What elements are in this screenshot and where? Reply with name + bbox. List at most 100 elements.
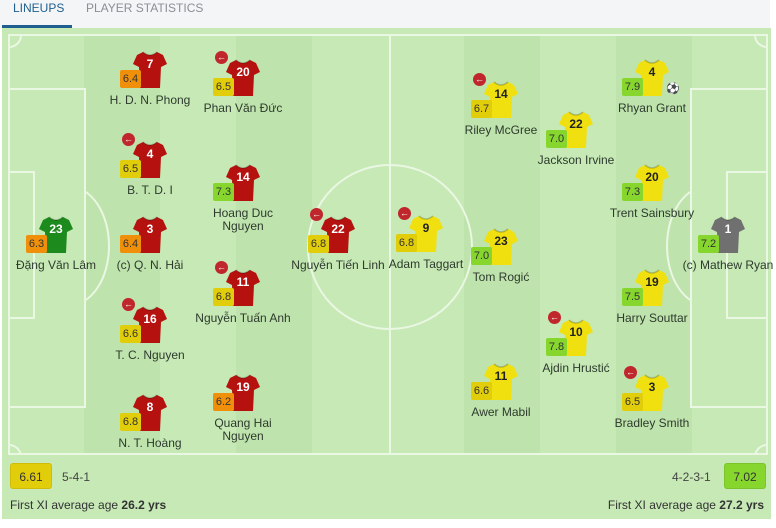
substituted-out-icon: ← xyxy=(122,298,135,311)
jersey-icon xyxy=(484,227,518,267)
player-rating: 6.8 xyxy=(213,288,234,306)
jersey-icon xyxy=(226,268,260,308)
player-name: Riley McGree xyxy=(464,123,538,137)
player-name: Trent Sainsbury xyxy=(609,206,695,220)
player-name: (c) Q. N. Hải xyxy=(116,258,184,272)
substituted-out-icon: ← xyxy=(310,208,323,221)
away-team-rating: 7.02 xyxy=(724,463,766,489)
home-formation: 5-4-1 xyxy=(62,470,91,484)
jersey-number: 8 xyxy=(146,400,154,414)
jersey-number: 19 xyxy=(645,275,659,289)
jersey-number: 16 xyxy=(143,312,157,326)
jersey-number: 10 xyxy=(569,325,583,339)
jersey-number: 14 xyxy=(494,87,508,101)
jersey-number: 1 xyxy=(724,222,732,236)
jersey-icon xyxy=(635,58,669,98)
tab-player-statistics[interactable]: PLAYER STATISTICS xyxy=(86,1,204,15)
jersey-number: 14 xyxy=(236,170,250,184)
player-rating: 7.2 xyxy=(698,235,719,253)
player-rating: 6.3 xyxy=(26,235,47,253)
jersey-icon xyxy=(559,318,593,358)
jersey-icon xyxy=(133,305,167,345)
player-rating: 7.8 xyxy=(546,338,567,356)
player-name: Awer Mabil xyxy=(471,405,531,419)
age-value: 26.2 yrs xyxy=(121,498,167,512)
jersey-number: 23 xyxy=(494,234,508,248)
age-label: First XI average age xyxy=(10,498,119,512)
player-rating: 6.8 xyxy=(308,235,329,253)
player-name: Adam Taggart xyxy=(388,257,464,271)
substituted-out-icon: ← xyxy=(624,366,637,379)
player-name: (c) Mathew Ryan xyxy=(682,258,774,272)
age-value: 27.2 yrs xyxy=(719,498,764,512)
player-rating: 7.3 xyxy=(213,183,234,201)
jersey-icon xyxy=(711,215,745,255)
substituted-out-icon: ← xyxy=(548,311,561,324)
jersey-icon xyxy=(321,215,355,255)
player-name: Harry Souttar xyxy=(616,311,688,325)
player-rating: 7.0 xyxy=(546,130,567,148)
player-name: Nguyễn Tiến Linh xyxy=(291,258,385,272)
away-formation: 4-2-3-1 xyxy=(672,470,711,484)
away-penalty-area xyxy=(690,88,766,408)
jersey-icon xyxy=(409,214,443,254)
jersey-icon xyxy=(133,140,167,180)
player-rating: 6.2 xyxy=(213,393,234,411)
player-name: Jackson Irvine xyxy=(537,153,615,167)
goal-ball-icon: ⚽ xyxy=(666,83,680,95)
player-name: N. T. Hoàng xyxy=(118,436,182,450)
jersey-icon xyxy=(133,215,167,255)
substituted-out-icon: ← xyxy=(473,73,486,86)
player-rating: 6.7 xyxy=(471,100,492,118)
jersey-number: 3 xyxy=(146,222,154,236)
corner-arc xyxy=(10,36,22,48)
jersey-number: 11 xyxy=(494,369,508,383)
jersey-icon xyxy=(39,215,73,255)
tab-bar: LINEUPS PLAYER STATISTICS xyxy=(0,0,770,28)
player-rating: 6.8 xyxy=(120,413,141,431)
player-name: Rhyan Grant xyxy=(617,101,687,115)
substituted-out-icon: ← xyxy=(122,133,135,146)
jersey-number: 4 xyxy=(146,147,154,161)
player-rating: 6.6 xyxy=(120,325,141,343)
active-tab-indicator xyxy=(2,25,72,28)
player-rating: 6.8 xyxy=(396,234,417,252)
home-team-rating: 6.61 xyxy=(10,463,52,489)
jersey-icon xyxy=(635,373,669,413)
jersey-number: 4 xyxy=(648,65,656,79)
away-average-age: First XI average age 27.2 yrs xyxy=(608,498,764,512)
jersey-number: 11 xyxy=(236,275,250,289)
jersey-number: 20 xyxy=(236,65,250,79)
jersey-number: 19 xyxy=(236,380,250,394)
jersey-icon xyxy=(226,373,260,413)
player-name: Hoang Duc Nguyen xyxy=(212,206,274,233)
jersey-icon xyxy=(484,80,518,120)
substituted-out-icon: ← xyxy=(398,207,411,220)
jersey-number: 22 xyxy=(331,222,345,236)
player-rating: 6.5 xyxy=(120,160,141,178)
player-rating: 6.4 xyxy=(120,235,141,253)
substituted-out-icon: ← xyxy=(215,261,228,274)
corner-arc xyxy=(754,444,766,453)
player-name: Quang Hai Nguyen xyxy=(214,416,272,443)
jersey-icon xyxy=(559,110,593,150)
player-name: H. D. N. Phong xyxy=(109,93,191,107)
age-label: First XI average age xyxy=(607,498,716,512)
player-name: T. C. Nguyen xyxy=(115,348,185,362)
home-penalty-area xyxy=(10,88,86,408)
player-rating: 7.3 xyxy=(622,183,643,201)
jersey-icon xyxy=(484,362,518,402)
player-name: Ajdin Hrustić xyxy=(542,361,610,375)
jersey-number: 23 xyxy=(49,222,63,236)
player-name: B. T. D. I xyxy=(127,183,173,197)
corner-arc xyxy=(10,444,22,453)
player-name: Đặng Văn Lâm xyxy=(15,258,97,272)
player-rating: 6.6 xyxy=(471,382,492,400)
player-rating: 6.4 xyxy=(120,70,141,88)
tab-lineups[interactable]: LINEUPS xyxy=(13,1,65,15)
player-rating: 6.5 xyxy=(213,78,234,96)
player-rating: 6.5 xyxy=(622,393,643,411)
player-name: Nguyễn Tuấn Anh xyxy=(195,311,291,325)
jersey-icon xyxy=(133,50,167,90)
player-rating: 7.5 xyxy=(622,288,643,306)
